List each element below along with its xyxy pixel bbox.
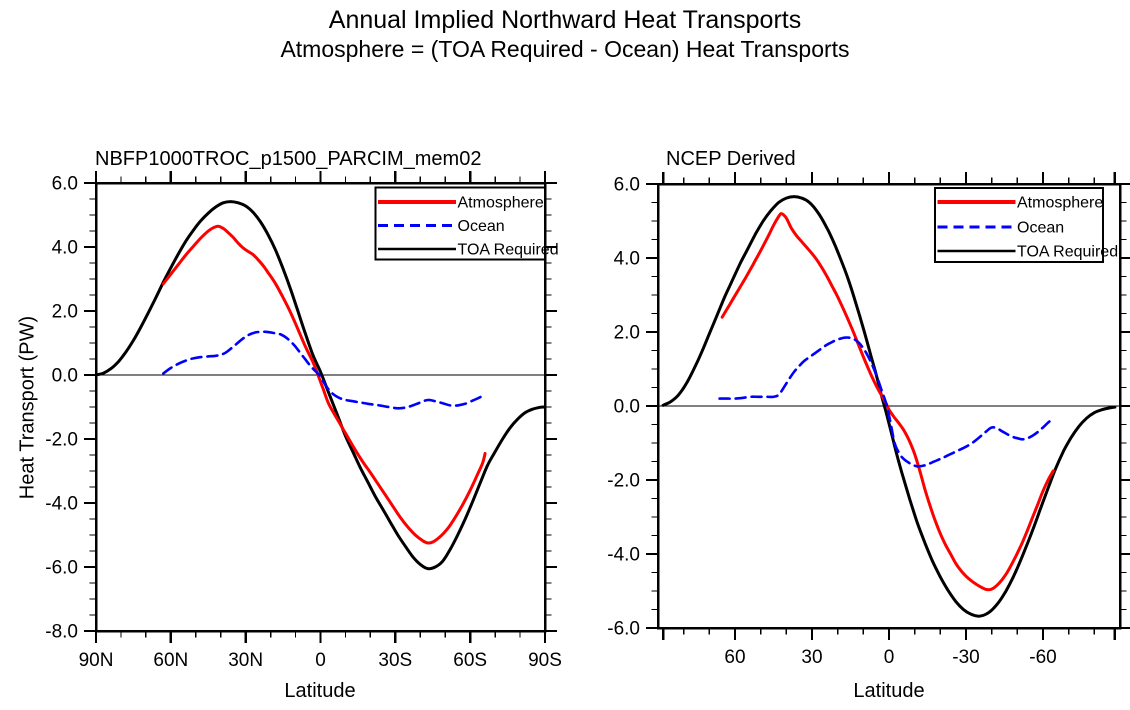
legend-label-ocean: Ocean	[458, 218, 505, 235]
legend-box	[374, 186, 546, 261]
x-tick-label: 60	[724, 647, 745, 668]
y-tick-label: 2.0	[614, 323, 640, 344]
curve-toa-required	[94, 200, 547, 571]
x-tick-label: 60N	[153, 650, 188, 671]
curve-ocean	[162, 330, 487, 410]
y-tick-label: 6.0	[52, 174, 78, 195]
legend-label-toa-required: TOA Required	[458, 242, 559, 259]
y-tick-label: -6.0	[45, 558, 78, 579]
x-tick-label: 60S	[453, 650, 487, 671]
y-tick-label: 4.0	[614, 249, 640, 270]
right-x-axis-title: Latitude	[853, 680, 925, 702]
left-panel: 90N 60N 30N 0 30S 60S 90S 6.0 4.0 2.0 0.0 -2.0 -4.0 -…	[45, 171, 562, 671]
x-tick-label: -30	[952, 647, 979, 668]
legend-label-atmosphere: Atmosphere	[458, 195, 544, 212]
main-title: Annual Implied Northward Heat Transports	[328, 6, 802, 34]
y-tick-label: 6.0	[614, 175, 640, 196]
legend-label-atmosphere: Atmosphere	[1017, 195, 1103, 212]
legend-label-ocean: Ocean	[1017, 220, 1064, 237]
y-tick-label: -2.0	[45, 430, 78, 451]
curve-atmosphere	[720, 212, 1055, 592]
y-tick-label: 0.0	[52, 366, 78, 387]
x-tick-label: 90S	[528, 650, 562, 671]
legend: Atmosphere Ocean TOA Required	[934, 187, 1118, 263]
y-tick-label: -2.0	[607, 471, 640, 492]
curve-ocean	[718, 336, 1055, 468]
y-tick-label: 0.0	[614, 397, 640, 418]
x-tick-label: 90N	[79, 650, 114, 671]
left-panel-title: NBFP1000TROC_p1500_PARCIM_mem02	[95, 148, 482, 170]
y-tick-label: -4.0	[45, 494, 78, 515]
y-tick-label: -8.0	[45, 622, 78, 643]
x-tick-label: -60	[1029, 647, 1056, 668]
curve-toa-required	[661, 195, 1117, 618]
y-tick-label: 2.0	[52, 302, 78, 323]
x-tick-label: 30S	[378, 650, 412, 671]
y-tick-label: 4.0	[52, 238, 78, 259]
x-tick-label: 0	[315, 650, 326, 671]
y-tick-label: -6.0	[607, 619, 640, 640]
legend: Atmosphere Ocean TOA Required	[374, 186, 559, 261]
right-panel-title: NCEP Derived	[666, 148, 796, 170]
left-x-axis-title: Latitude	[284, 680, 356, 702]
x-tick-label: 30N	[228, 650, 263, 671]
right-panel: 60 30 0 -30 -60 6.0 4.0 2.0 0.0 -2.0 -4.0 -6.0 Atmos…	[607, 172, 1130, 668]
subtitle: Atmosphere = (TOA Required - Ocean) Heat…	[280, 36, 850, 62]
x-tick-label: 30	[801, 647, 822, 668]
x-tick-label: 0	[884, 647, 895, 668]
legend-label-toa-required: TOA Required	[1017, 244, 1118, 261]
y-tick-label: -4.0	[607, 545, 640, 566]
